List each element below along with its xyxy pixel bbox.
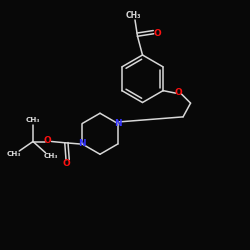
Text: CH₃: CH₃ xyxy=(25,117,40,123)
Text: N: N xyxy=(114,119,122,128)
Text: CH₃: CH₃ xyxy=(6,150,21,156)
Text: O: O xyxy=(175,88,182,97)
Text: O: O xyxy=(62,160,70,168)
Text: CH₃: CH₃ xyxy=(126,11,142,20)
Text: CH₃: CH₃ xyxy=(44,153,58,159)
Text: N: N xyxy=(78,140,86,148)
Text: O: O xyxy=(154,29,161,38)
Text: O: O xyxy=(44,136,52,145)
